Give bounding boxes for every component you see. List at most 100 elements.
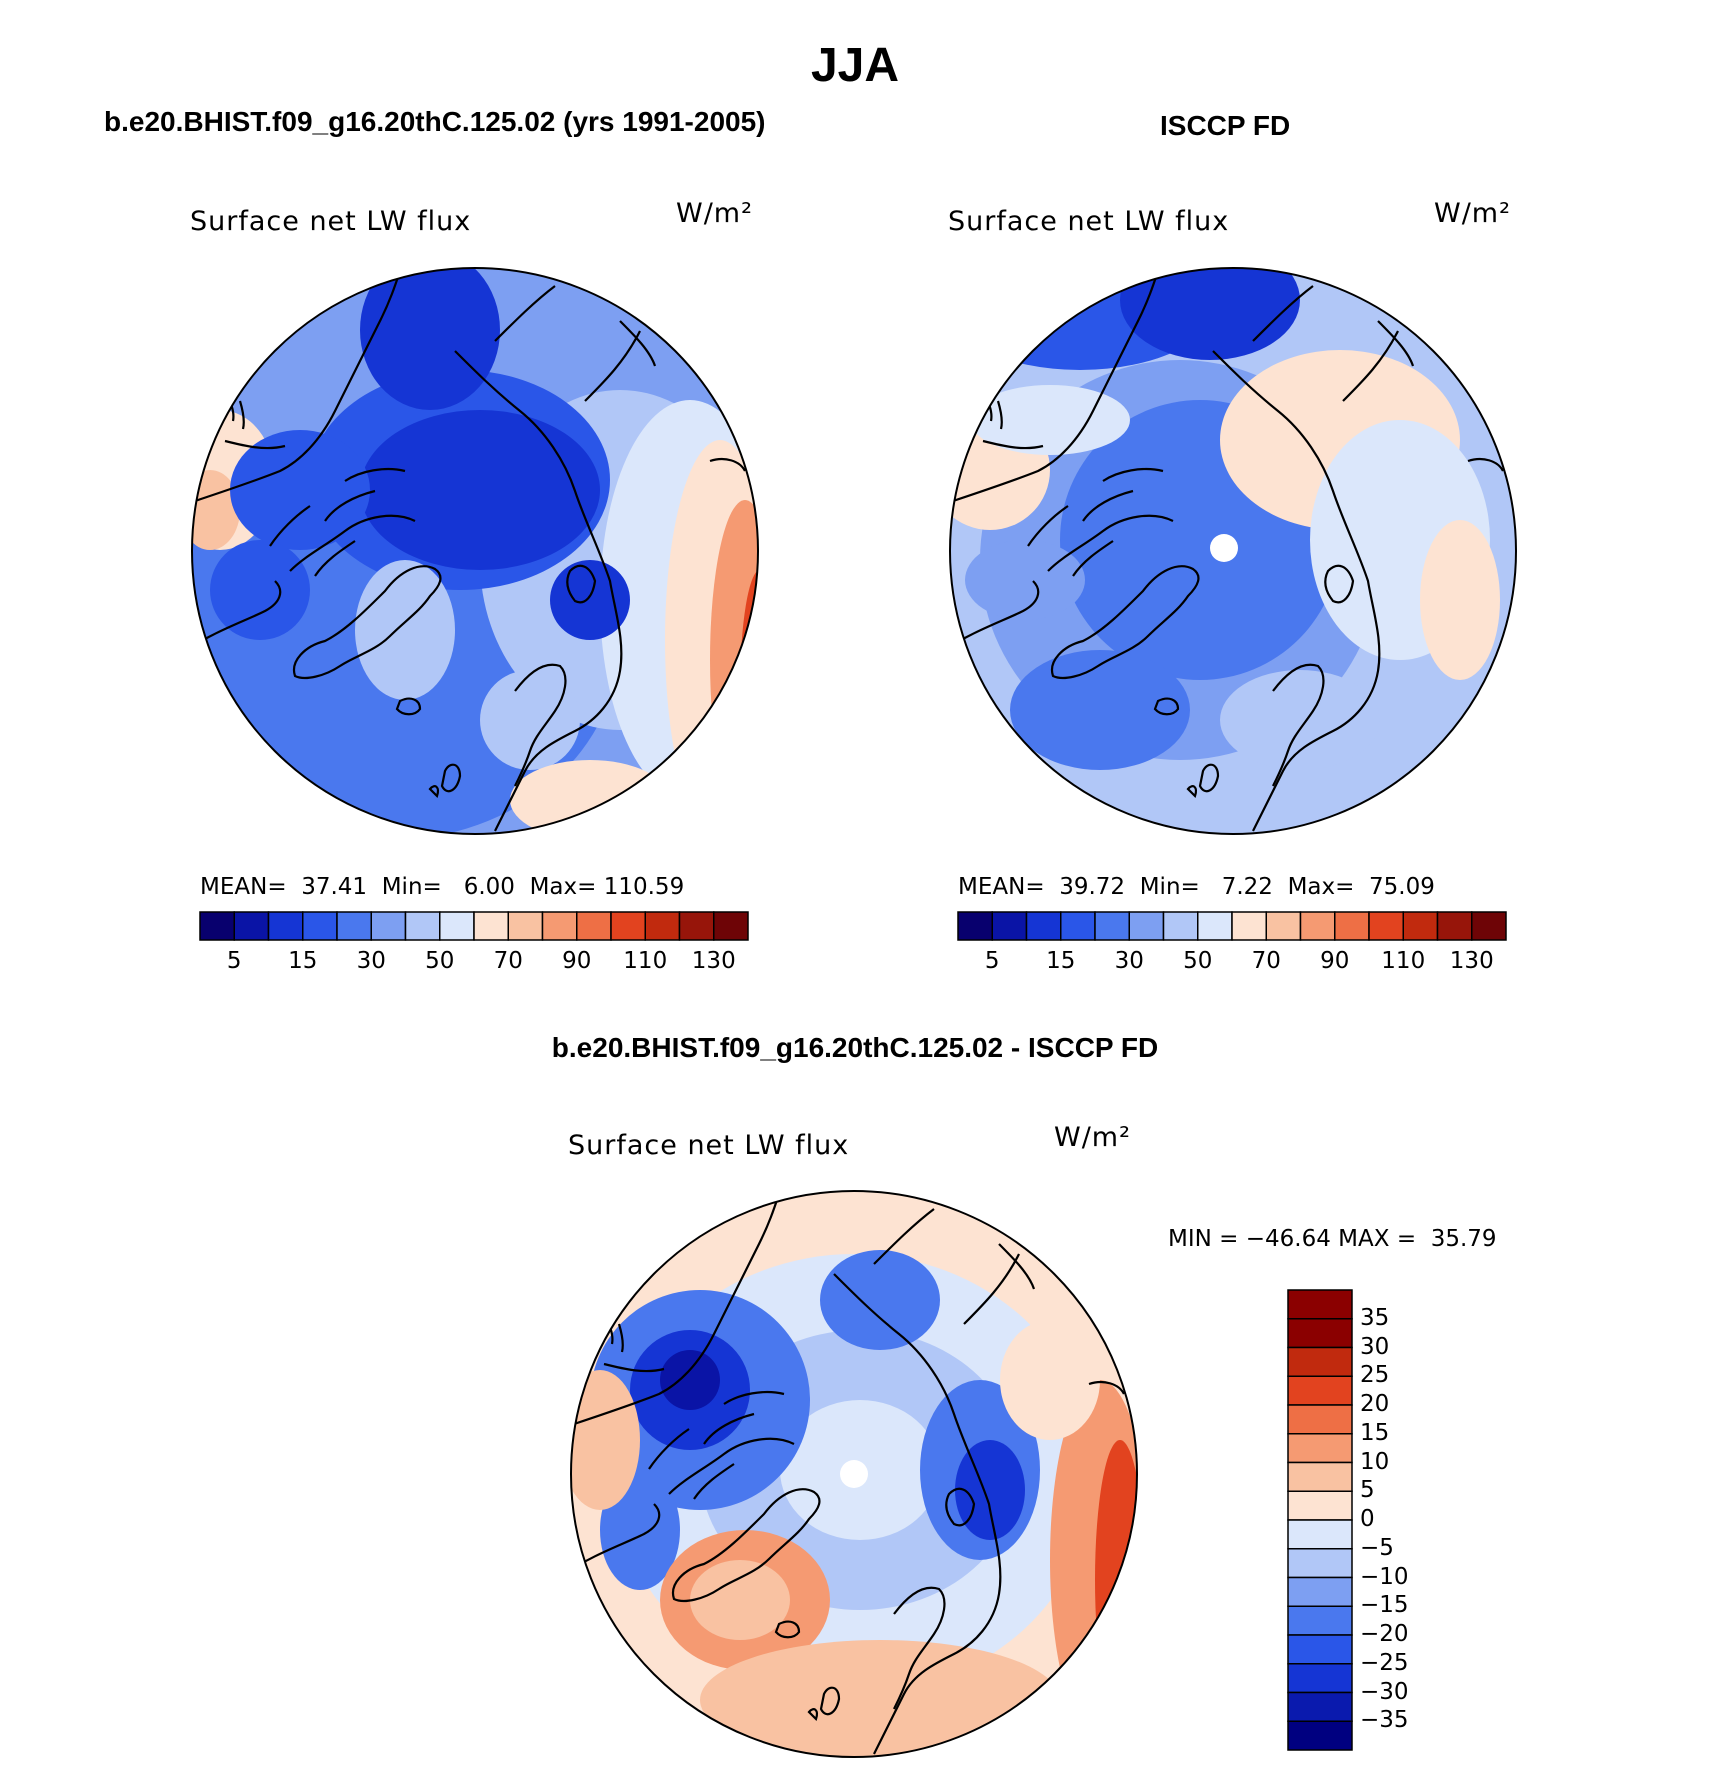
colorbar-swatch xyxy=(1197,911,1233,941)
colorbar-swatch xyxy=(507,911,544,941)
colorbar-tick-label: −20 xyxy=(1360,1621,1409,1647)
colorbar-tick-label: 5 xyxy=(1360,1477,1375,1504)
model-units-label: W/m² xyxy=(676,198,753,229)
colorbar-tick-label: 130 xyxy=(1449,948,1494,974)
obs-min-value: 7.22 xyxy=(1221,874,1273,900)
colorbar-swatch xyxy=(473,911,509,941)
colorbar-swatch xyxy=(713,911,749,941)
figure-title: JJA xyxy=(810,39,900,92)
colorbar-swatch xyxy=(1334,911,1370,941)
colorbar-swatch xyxy=(1436,911,1473,941)
colorbar-swatch xyxy=(1287,1720,1353,1751)
colorbar-swatch xyxy=(991,911,1028,941)
colorbar-swatch xyxy=(267,911,304,941)
colorbar-swatch xyxy=(199,911,235,941)
colorbar-tick-label: 130 xyxy=(691,948,736,974)
colorbar-swatch xyxy=(576,911,612,941)
colorbar-tick-label: −10 xyxy=(1360,1563,1409,1590)
obs-max-value: 75.09 xyxy=(1369,874,1435,900)
colorbar-tick-label: 15 xyxy=(1360,1419,1390,1446)
diff-panel-title: b.e20.BHIST.f09_g16.20thC.125.02 - ISCCP… xyxy=(551,1032,1159,1063)
colorbar-swatch xyxy=(1128,911,1165,941)
colorbar-swatch xyxy=(1287,1490,1353,1521)
right-panel-title: ISCCP FD xyxy=(1160,110,1291,141)
colorbar-tick-label: 50 xyxy=(425,948,455,974)
colorbar-swatch xyxy=(644,911,681,941)
obs-mean-label: MEAN= xyxy=(958,874,1045,900)
model-max-value: 110.59 xyxy=(603,874,685,900)
colorbar-swatch xyxy=(1368,911,1404,941)
colorbar-swatch xyxy=(404,911,441,941)
diff-polar-map xyxy=(570,1190,1138,1758)
colorbar-tick-label: 30 xyxy=(1360,1333,1390,1360)
model-min-label: Min= xyxy=(381,874,442,900)
colorbar-swatch xyxy=(1287,1289,1353,1320)
colorbar-swatch xyxy=(1287,1318,1353,1349)
colorbar-tick-label: −30 xyxy=(1360,1678,1409,1705)
colorbar-swatch xyxy=(1287,1519,1353,1550)
colorbar-tick-label: 25 xyxy=(1360,1362,1390,1389)
colorbar-swatch xyxy=(1287,1375,1353,1406)
colorbar-swatch xyxy=(1287,1404,1353,1435)
colorbar-swatch xyxy=(1094,911,1130,941)
obs-min-label: Min= xyxy=(1139,874,1200,900)
colorbar-swatch xyxy=(1287,1663,1353,1694)
colorbar-tick-label: 110 xyxy=(1381,948,1426,974)
colorbar-tick-label: −5 xyxy=(1360,1534,1394,1561)
diff-variable-label: Surface net LW flux xyxy=(568,1130,850,1161)
diff-colorbar xyxy=(1287,1289,1353,1751)
colorbar-swatch xyxy=(1287,1461,1353,1492)
colorbar-tick-label: 70 xyxy=(493,948,523,974)
colorbar-tick-label: 5 xyxy=(984,948,1000,974)
colorbar-swatch xyxy=(957,911,993,941)
obs-stats: MEAN= 39.72 Min= 7.22 Max= 75.09 xyxy=(958,874,1435,900)
colorbar-tick-label: 110 xyxy=(623,948,668,974)
diff-min-label: MIN = xyxy=(1168,1226,1239,1252)
colorbar-tick-label: −25 xyxy=(1360,1649,1409,1676)
model-min-value: 6.00 xyxy=(463,874,515,900)
colorbar-tick-label: 70 xyxy=(1251,948,1281,974)
colorbar-tick-label: 15 xyxy=(1046,948,1076,974)
diff-max-label: MAX = xyxy=(1338,1226,1417,1252)
diff-units-label: W/m² xyxy=(1054,1122,1131,1153)
colorbar-tick-label: −15 xyxy=(1360,1592,1409,1619)
diff-max-value: 35.79 xyxy=(1430,1226,1497,1252)
colorbar-swatch xyxy=(610,911,646,941)
colorbar-tick-label: 5 xyxy=(226,948,242,974)
colorbar-swatch xyxy=(439,911,475,941)
colorbar-swatch xyxy=(1287,1576,1353,1607)
colorbar-swatch xyxy=(1471,911,1507,941)
colorbar-tick-label: 20 xyxy=(1360,1391,1390,1417)
colorbar-swatch xyxy=(678,911,715,941)
colorbar-swatch xyxy=(1265,911,1302,941)
obs-units-label: W/m² xyxy=(1434,198,1511,229)
colorbar-tick-label: −35 xyxy=(1360,1707,1409,1734)
model-mean-label: MEAN= xyxy=(200,874,287,900)
colorbar-tick-label: 15 xyxy=(288,948,318,974)
colorbar-tick-label: 35 xyxy=(1360,1304,1390,1331)
colorbar-swatch xyxy=(1287,1691,1353,1722)
obs-colorbar xyxy=(957,911,1507,941)
colorbar-tick-label: 0 xyxy=(1360,1506,1375,1532)
colorbar-swatch xyxy=(1287,1433,1353,1464)
colorbar-swatch xyxy=(541,911,578,941)
colorbar-tick-label: 10 xyxy=(1360,1448,1390,1475)
colorbar-swatch xyxy=(1287,1346,1353,1377)
colorbar-tick-label: 30 xyxy=(1114,948,1144,974)
left-panel-title: b.e20.BHIST.f09_g16.20thC.125.02 (yrs 19… xyxy=(104,106,766,137)
colorbar-tick-label: 30 xyxy=(356,948,386,974)
colorbar-swatch xyxy=(1402,911,1439,941)
model-max-label: Max= xyxy=(529,874,597,900)
colorbar-swatch xyxy=(1060,911,1096,941)
colorbar-tick-label: 90 xyxy=(1320,948,1350,974)
obs-polar-map xyxy=(949,267,1517,835)
obs-max-label: Max= xyxy=(1287,874,1355,900)
model-colorbar xyxy=(199,911,749,941)
colorbar-swatch xyxy=(1287,1548,1353,1579)
model-mean-value: 37.41 xyxy=(301,874,368,900)
colorbar-tick-label: 90 xyxy=(562,948,592,974)
diff-stats: MIN = −46.64 MAX = 35.79 xyxy=(1168,1226,1497,1252)
colorbar-swatch xyxy=(302,911,338,941)
colorbar-swatch xyxy=(336,911,372,941)
